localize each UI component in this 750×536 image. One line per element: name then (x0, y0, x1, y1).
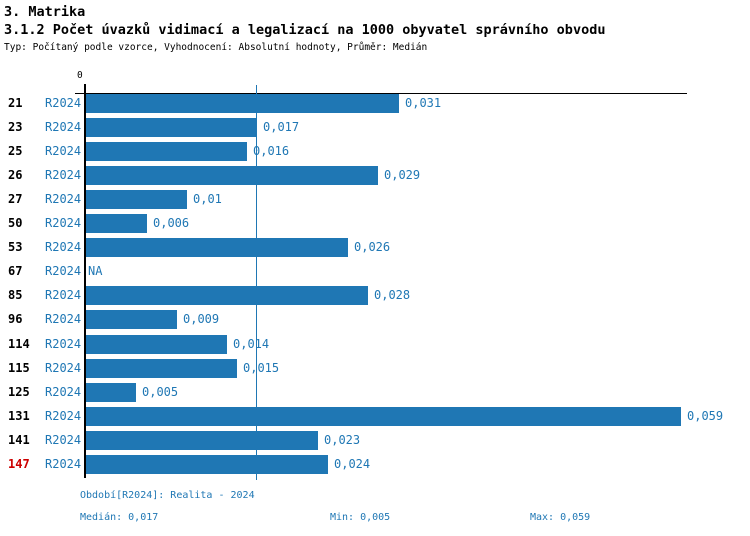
series-label: R2024 (45, 288, 82, 302)
series-label: R2024 (45, 385, 82, 399)
value-label: 0,016 (253, 144, 290, 158)
value-label: 0,059 (687, 409, 724, 423)
category-label: 25 (8, 144, 23, 158)
series-label: R2024 (45, 361, 82, 375)
series-label: R2024 (45, 337, 82, 351)
series-label: R2024 (45, 144, 82, 158)
value-label: 0,031 (405, 96, 442, 110)
series-label: R2024 (45, 264, 82, 278)
category-label: 50 (8, 216, 23, 230)
chart-row: 125 R2024 0,005 (0, 383, 750, 402)
value-label: 0,015 (243, 361, 280, 375)
chart-row: 25 R2024 0,016 (0, 142, 750, 161)
series-label: R2024 (45, 168, 82, 182)
series-label: R2024 (45, 96, 82, 110)
x-axis-line (75, 93, 687, 94)
value-label: 0,024 (334, 457, 371, 471)
series-label: R2024 (45, 240, 82, 254)
value-label: 0,01 (193, 192, 222, 206)
chart-row: 23 R2024 0,017 (0, 118, 750, 137)
category-label: 147 (8, 457, 30, 471)
category-label: 23 (8, 120, 23, 134)
chart-row: 26 R2024 0,029 (0, 166, 750, 185)
chart-row: 96 R2024 0,009 (0, 310, 750, 329)
value-bar (86, 190, 187, 209)
category-label: 115 (8, 361, 30, 375)
zero-tick-label: 0 (77, 70, 83, 81)
value-label: NA (88, 264, 103, 278)
series-label: R2024 (45, 216, 82, 230)
value-bar (86, 238, 348, 257)
value-bar (86, 407, 681, 426)
chart-row: 85 R2024 0,028 (0, 286, 750, 305)
category-label: 53 (8, 240, 23, 254)
category-label: 141 (8, 433, 30, 447)
value-bar (86, 118, 257, 137)
value-bar (86, 310, 177, 329)
footer-median: Medián: 0,017 (80, 512, 159, 523)
chart-row: 131 R2024 0,059 (0, 407, 750, 426)
value-label: 0,005 (142, 385, 179, 399)
chart-row: 67 R2024 NA (0, 262, 750, 281)
series-label: R2024 (45, 192, 82, 206)
value-bar (86, 94, 399, 113)
category-label: 21 (8, 96, 23, 110)
value-bar (86, 142, 247, 161)
series-label: R2024 (45, 433, 82, 447)
series-label: R2024 (45, 312, 82, 326)
value-bar (86, 214, 147, 233)
page-title: 3.1.2 Počet úvazků vidimací a legalizací… (4, 22, 606, 38)
chart-row: 147 R2024 0,024 (0, 455, 750, 474)
y-axis-line (84, 84, 86, 478)
footer-period: Období[R2024]: Realita - 2024 (80, 490, 255, 501)
value-label: 0,009 (183, 312, 220, 326)
median-line (256, 85, 257, 480)
category-label: 85 (8, 288, 23, 302)
footer-min: Min: 0,005 (330, 512, 391, 523)
category-label: 67 (8, 264, 23, 278)
series-label: R2024 (45, 457, 82, 471)
value-label: 0,028 (374, 288, 411, 302)
value-bar (86, 359, 237, 378)
chart-row: 141 R2024 0,023 (0, 431, 750, 450)
chart-row: 115 R2024 0,015 (0, 359, 750, 378)
value-label: 0,014 (233, 337, 270, 351)
footer-max: Max: 0,059 (530, 512, 591, 523)
value-bar (86, 455, 328, 474)
report-section-title: 3. Matrika (4, 4, 86, 20)
category-label: 96 (8, 312, 23, 326)
value-label: 0,017 (263, 120, 300, 134)
value-bar (86, 383, 136, 402)
chart-row: 50 R2024 0,006 (0, 214, 750, 233)
series-label: R2024 (45, 409, 82, 423)
value-label: 0,026 (354, 240, 391, 254)
chart-row: 114 R2024 0,014 (0, 335, 750, 354)
value-label: 0,029 (384, 168, 421, 182)
chart-row: 53 R2024 0,026 (0, 238, 750, 257)
value-bar (86, 286, 368, 305)
chart-row: 27 R2024 0,01 (0, 190, 750, 209)
chart-row: 21 R2024 0,031 (0, 94, 750, 113)
category-label: 114 (8, 337, 30, 351)
value-label: 0,006 (153, 216, 190, 230)
value-bar (86, 335, 227, 354)
value-bar (86, 431, 318, 450)
value-bar (86, 166, 378, 185)
value-label: 0,023 (324, 433, 361, 447)
category-label: 125 (8, 385, 30, 399)
report-subtitle: Typ: Počítaný podle vzorce, Vyhodnocení:… (4, 42, 428, 53)
category-label: 131 (8, 409, 30, 423)
category-label: 27 (8, 192, 23, 206)
category-label: 26 (8, 168, 23, 182)
series-label: R2024 (45, 120, 82, 134)
